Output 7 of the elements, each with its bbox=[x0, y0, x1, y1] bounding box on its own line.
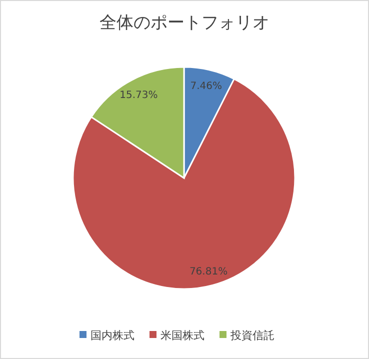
legend-label: 国内株式 bbox=[90, 329, 134, 342]
data-label: 15.73% bbox=[120, 90, 158, 101]
legend-label: 投資信託 bbox=[230, 329, 274, 342]
chart-title: 全体のポートフォリオ bbox=[100, 13, 270, 33]
legend-label: 米国株式 bbox=[160, 329, 204, 342]
data-label: 76.81% bbox=[189, 266, 228, 278]
data-label: 7.46% bbox=[190, 81, 222, 92]
